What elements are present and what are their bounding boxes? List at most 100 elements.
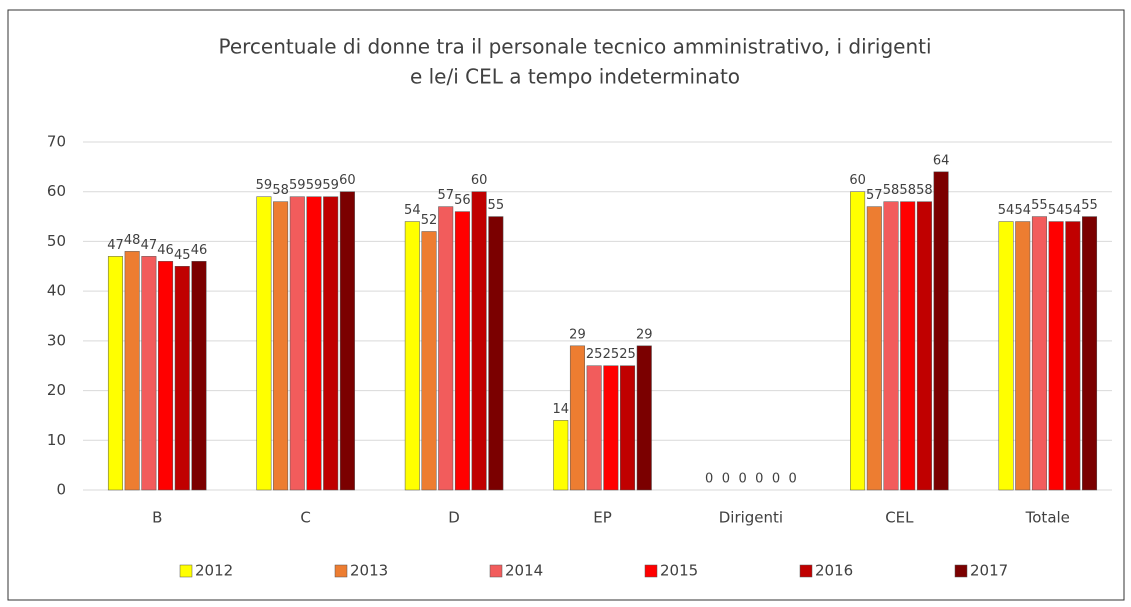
legend-label: 2015 (660, 562, 698, 580)
data-label: 54 (404, 203, 421, 218)
bar (323, 196, 339, 491)
bar (1082, 216, 1098, 491)
data-label: 47 (141, 238, 158, 253)
y-tick-label: 0 (56, 481, 66, 499)
bar (256, 196, 272, 491)
bar (124, 251, 140, 491)
bar (438, 206, 454, 491)
bar (1015, 221, 1031, 491)
x-tick-label: C (300, 509, 310, 527)
y-tick-label: 70 (47, 133, 66, 151)
data-label: 25 (603, 347, 620, 362)
bar (273, 201, 289, 491)
bar (1065, 221, 1081, 491)
bar (107, 256, 123, 491)
data-label: 0 (772, 472, 780, 487)
bar (569, 345, 585, 491)
bar (488, 216, 504, 491)
data-label: 60 (471, 173, 488, 188)
data-label: 55 (1081, 198, 1098, 213)
bar (636, 345, 652, 491)
x-tick-label: CEL (885, 509, 914, 527)
legend-label: 2013 (350, 562, 388, 580)
y-tick-label: 60 (47, 182, 66, 200)
x-tick-label: D (448, 509, 460, 527)
bar (141, 256, 157, 491)
bar (586, 365, 602, 491)
bar (1031, 216, 1047, 491)
data-label: 46 (191, 243, 208, 258)
bar (289, 196, 305, 491)
bar (866, 206, 882, 491)
x-tick-label: B (152, 509, 162, 527)
data-label: 59 (256, 178, 273, 193)
y-tick-label: 40 (47, 282, 66, 300)
data-label: 60 (339, 173, 356, 188)
data-label: 58 (899, 183, 916, 198)
data-label: 25 (586, 347, 603, 362)
y-tick-label: 50 (47, 232, 66, 250)
bar (174, 266, 190, 491)
chart-title: Percentuale di donne tra il personale te… (218, 35, 931, 59)
data-label: 46 (157, 243, 174, 258)
data-label: 0 (705, 472, 713, 487)
bar (883, 201, 899, 491)
bar (471, 191, 487, 491)
bar (553, 420, 569, 491)
legend-label: 2014 (505, 562, 543, 580)
data-label: 59 (322, 178, 339, 193)
data-label: 57 (866, 188, 883, 203)
legend-label: 2016 (815, 562, 853, 580)
data-label: 64 (933, 153, 950, 168)
data-label: 29 (636, 327, 653, 342)
bar (1048, 221, 1064, 491)
bar (306, 196, 322, 491)
bar (850, 191, 866, 491)
legend-swatch (644, 564, 658, 578)
data-label: 0 (755, 472, 763, 487)
data-label: 54 (1048, 203, 1065, 218)
data-label: 0 (789, 472, 797, 487)
data-label: 45 (174, 248, 191, 263)
data-label: 60 (849, 173, 866, 188)
bar (404, 221, 420, 491)
bar (603, 365, 619, 491)
bar (916, 201, 932, 491)
chart-title: e le/i CEL a tempo indeterminato (410, 65, 740, 89)
legend-swatch (489, 564, 503, 578)
legend-label: 2017 (970, 562, 1008, 580)
data-label: 48 (124, 233, 141, 248)
bar (454, 211, 470, 491)
data-label: 25 (619, 347, 636, 362)
data-label: 55 (488, 198, 505, 213)
data-label: 59 (306, 178, 323, 193)
bar (339, 191, 355, 491)
bar (191, 261, 207, 491)
data-label: 54 (998, 203, 1015, 218)
x-tick-label: Dirigenti (719, 509, 783, 527)
legend-swatch (179, 564, 193, 578)
data-label: 58 (916, 183, 933, 198)
y-tick-label: 30 (47, 331, 66, 349)
data-label: 47 (107, 238, 124, 253)
data-label: 29 (569, 327, 586, 342)
data-label: 58 (272, 183, 289, 198)
bar (421, 231, 437, 491)
bar (933, 171, 949, 491)
bar (998, 221, 1014, 491)
data-label: 14 (552, 402, 569, 417)
data-label: 54 (1014, 203, 1031, 218)
bar (900, 201, 916, 491)
y-tick-label: 10 (47, 431, 66, 449)
data-label: 56 (454, 193, 471, 208)
legend-swatch (799, 564, 813, 578)
data-label: 59 (289, 178, 306, 193)
bar (158, 261, 174, 491)
data-label: 0 (738, 472, 746, 487)
data-label: 52 (421, 213, 438, 228)
x-tick-label: EP (593, 509, 612, 527)
x-tick-label: Totale (1025, 509, 1070, 527)
data-label: 55 (1031, 198, 1048, 213)
legend-label: 2012 (195, 562, 233, 580)
